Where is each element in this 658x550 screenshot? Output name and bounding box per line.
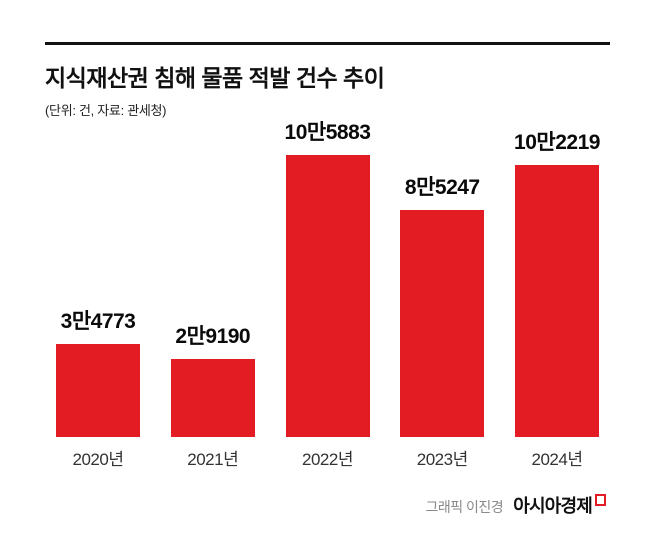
chart-subtitle: (단위: 건, 자료: 관세청) xyxy=(45,103,167,118)
footer-credit: 그래픽 이진경 아시아경제 xyxy=(426,492,606,518)
bar-value-label: 2만9190 xyxy=(175,325,251,348)
bar-column: 3만4773 2020년 xyxy=(45,305,151,469)
brand-text: 아시아경제 xyxy=(513,496,593,516)
bar-value-label: 10만2219 xyxy=(514,131,600,154)
bar xyxy=(170,359,255,437)
graphic-credit-text: 그래픽 이진경 xyxy=(425,499,504,515)
bar-value-label: 8만5247 xyxy=(404,176,480,199)
title-rule xyxy=(45,42,610,45)
x-axis-label: 2024년 xyxy=(531,450,583,469)
bar xyxy=(285,155,370,437)
bar-column: 10만2219 2024년 xyxy=(504,126,610,469)
bar-chart: 3만4773 2020년 2만9190 2021년 10만5883 2022년 8만5247… xyxy=(45,121,610,469)
x-axis-label: 2022년 xyxy=(302,450,353,469)
bar-value-label: 3만4773 xyxy=(60,310,136,333)
x-axis-label: 2021년 xyxy=(187,450,239,469)
page-title: 지식재산권 침해 물품 적발 건수 추이 xyxy=(45,65,385,91)
bar-column: 2만9190 2021년 xyxy=(160,320,266,469)
asiae-logo-icon xyxy=(595,494,606,506)
bar-column: 8만5247 2023년 xyxy=(389,171,495,469)
bar-value-label: 10만5883 xyxy=(284,121,371,144)
x-axis-label: 2023년 xyxy=(416,450,468,469)
bar xyxy=(515,165,599,437)
bar xyxy=(400,210,485,437)
bar-column: 10만5883 2022년 xyxy=(275,116,381,469)
bar xyxy=(56,344,140,437)
x-axis-label: 2020년 xyxy=(72,450,124,469)
